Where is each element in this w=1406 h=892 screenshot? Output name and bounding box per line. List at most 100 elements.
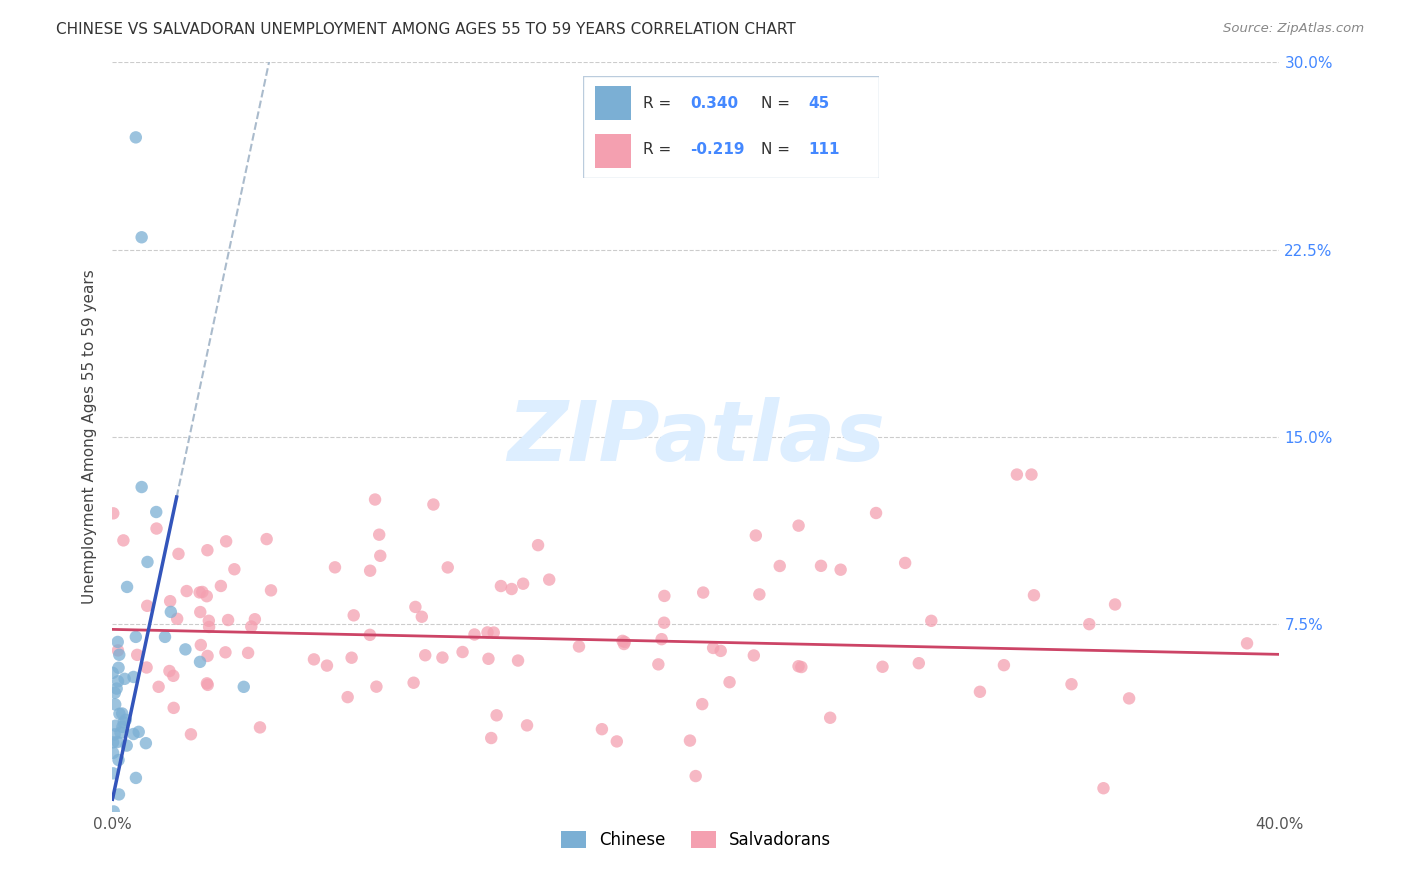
Point xyxy=(114,672,136,686)
Point xyxy=(368,527,391,541)
Point xyxy=(477,625,499,640)
Point xyxy=(125,130,148,145)
Point xyxy=(101,665,124,680)
Point xyxy=(136,599,159,613)
Point xyxy=(538,573,561,587)
Point xyxy=(107,643,129,657)
Point xyxy=(432,650,454,665)
Point xyxy=(112,533,135,548)
Point xyxy=(243,612,266,626)
Point xyxy=(162,669,184,683)
Point xyxy=(107,661,129,675)
Point xyxy=(1005,467,1028,482)
Point xyxy=(482,625,505,640)
Point xyxy=(153,630,176,644)
Point xyxy=(107,674,129,689)
Point xyxy=(104,686,127,700)
Point xyxy=(690,697,713,711)
Point xyxy=(108,648,131,662)
Point xyxy=(188,605,211,619)
Point xyxy=(907,656,929,670)
Text: 45: 45 xyxy=(808,96,830,111)
Point xyxy=(115,739,138,753)
Point xyxy=(652,615,675,630)
Point xyxy=(506,654,529,668)
Point xyxy=(568,640,591,654)
Text: N =: N = xyxy=(761,142,794,157)
Point xyxy=(364,492,387,507)
Point xyxy=(148,680,170,694)
Point xyxy=(135,736,157,750)
Point xyxy=(104,698,127,712)
Point xyxy=(131,230,153,244)
Point xyxy=(104,719,127,733)
Point xyxy=(718,675,741,690)
Point xyxy=(787,518,810,533)
Point xyxy=(368,549,391,563)
Point xyxy=(436,560,458,574)
Point xyxy=(894,556,917,570)
Point xyxy=(190,638,212,652)
Point xyxy=(692,585,714,599)
Point xyxy=(422,498,444,512)
Point xyxy=(122,727,145,741)
Point xyxy=(359,628,381,642)
Point xyxy=(489,579,512,593)
Text: 111: 111 xyxy=(808,142,839,157)
Point xyxy=(191,585,214,599)
Point xyxy=(176,584,198,599)
Point xyxy=(818,711,841,725)
Point xyxy=(198,614,221,628)
Point xyxy=(527,538,550,552)
FancyBboxPatch shape xyxy=(595,87,631,120)
Point xyxy=(160,605,183,619)
Text: Source: ZipAtlas.com: Source: ZipAtlas.com xyxy=(1223,22,1364,36)
Point xyxy=(111,720,134,734)
Text: -0.219: -0.219 xyxy=(690,142,744,157)
Point xyxy=(479,731,502,745)
Point xyxy=(214,645,236,659)
Point xyxy=(872,659,894,673)
Point xyxy=(197,648,219,663)
Text: 0.340: 0.340 xyxy=(690,96,738,111)
Point xyxy=(101,735,124,749)
Point xyxy=(411,609,433,624)
Point xyxy=(103,727,125,741)
Point xyxy=(993,658,1015,673)
Point xyxy=(647,657,669,672)
Point xyxy=(159,664,181,678)
Point xyxy=(217,613,239,627)
Point xyxy=(477,652,499,666)
Point xyxy=(131,480,153,494)
Point xyxy=(249,720,271,734)
Point xyxy=(865,506,887,520)
Point xyxy=(224,562,246,576)
Point xyxy=(122,670,145,684)
Point xyxy=(163,701,186,715)
Point xyxy=(101,746,124,760)
Y-axis label: Unemployment Among Ages 55 to 59 years: Unemployment Among Ages 55 to 59 years xyxy=(82,269,97,605)
Point xyxy=(159,594,181,608)
Text: CHINESE VS SALVADORAN UNEMPLOYMENT AMONG AGES 55 TO 59 YEARS CORRELATION CHART: CHINESE VS SALVADORAN UNEMPLOYMENT AMONG… xyxy=(56,22,796,37)
Text: R =: R = xyxy=(643,96,676,111)
Point xyxy=(260,583,283,598)
Text: N =: N = xyxy=(761,96,794,111)
Point xyxy=(613,635,636,649)
Point xyxy=(451,645,474,659)
Point xyxy=(790,660,813,674)
Point xyxy=(166,612,188,626)
Point xyxy=(685,769,707,783)
Point xyxy=(501,582,523,596)
Point xyxy=(174,642,197,657)
FancyBboxPatch shape xyxy=(583,76,879,178)
Point xyxy=(145,522,167,536)
Point xyxy=(1060,677,1083,691)
FancyBboxPatch shape xyxy=(595,135,631,168)
Point xyxy=(135,660,157,674)
Point xyxy=(1236,636,1258,650)
Point xyxy=(112,715,135,730)
Point xyxy=(612,633,634,648)
Point xyxy=(336,690,359,705)
Point xyxy=(512,576,534,591)
Point xyxy=(240,619,263,633)
